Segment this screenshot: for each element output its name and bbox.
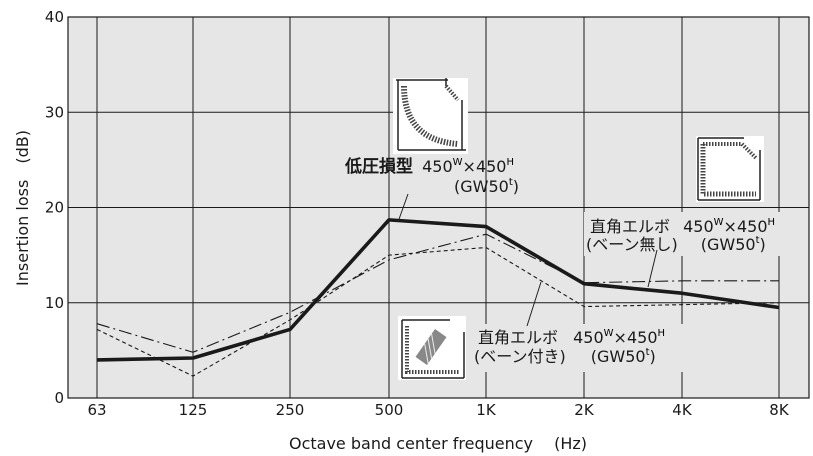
elbow-no-vane-icon bbox=[696, 136, 764, 202]
y-tick-label: 10 bbox=[45, 294, 64, 312]
x-tick-label: 250 bbox=[276, 401, 305, 419]
x-tick-label: 2K bbox=[574, 401, 595, 419]
series-lines bbox=[96, 218, 780, 377]
svg-text:直角エルボ 450W×450H: 直角エルボ 450W×450H bbox=[478, 328, 665, 347]
annotation-vane: 直角エルボ 450W×450H (ベーン付き) (GW50t) bbox=[470, 281, 700, 372]
x-tick-labels: 63 125 250 500 1K 2K 4K 8K bbox=[87, 401, 789, 419]
series-line-solid-thick bbox=[96, 218, 780, 362]
annotation-low-loss: 低圧損型 450W×450H (GW50t) bbox=[344, 156, 519, 223]
y-axis-label: Insertion loss (dB) bbox=[13, 130, 32, 286]
low-loss-elbow-icon bbox=[393, 78, 468, 154]
y-tick-label: 30 bbox=[45, 103, 64, 121]
y-tick-label: 40 bbox=[45, 8, 64, 26]
x-tick-label: 125 bbox=[179, 401, 208, 419]
x-axis-label: Octave band center frequency (Hz) bbox=[289, 434, 587, 453]
low-loss-name: 低圧損型 bbox=[344, 156, 413, 177]
svg-text:(ベーン付き) (GW50t): (ベーン付き) (GW50t) bbox=[474, 347, 656, 366]
x-tick-label: 63 bbox=[87, 401, 106, 419]
x-tick-label: 8K bbox=[769, 401, 790, 419]
x-tick-label: 4K bbox=[672, 401, 693, 419]
series-line-dash-dot bbox=[96, 233, 779, 353]
y-tick-label: 0 bbox=[54, 389, 64, 407]
y-tick-label: 20 bbox=[45, 199, 64, 217]
svg-text:直角エルボ 450W×450H: 直角エルボ 450W×450H bbox=[590, 217, 775, 236]
series-line-dashed bbox=[96, 246, 780, 377]
svg-text:低圧損型 450W×450H: 低圧損型 450W×450H bbox=[344, 156, 514, 177]
annotation-no-vane: 直角エルボ 450W×450H (ベーン無し) (GW50t) bbox=[584, 212, 804, 288]
svg-text:(ベーン無し) (GW50t): (ベーン無し) (GW50t) bbox=[586, 235, 766, 254]
x-tick-label: 1K bbox=[476, 401, 497, 419]
plot-frame bbox=[67, 16, 810, 399]
svg-text:(GW50t): (GW50t) bbox=[454, 177, 519, 196]
y-tick-labels: 0 10 20 30 40 bbox=[45, 8, 64, 407]
elbow-vane-icon bbox=[398, 316, 466, 380]
x-tick-label: 500 bbox=[375, 401, 404, 419]
